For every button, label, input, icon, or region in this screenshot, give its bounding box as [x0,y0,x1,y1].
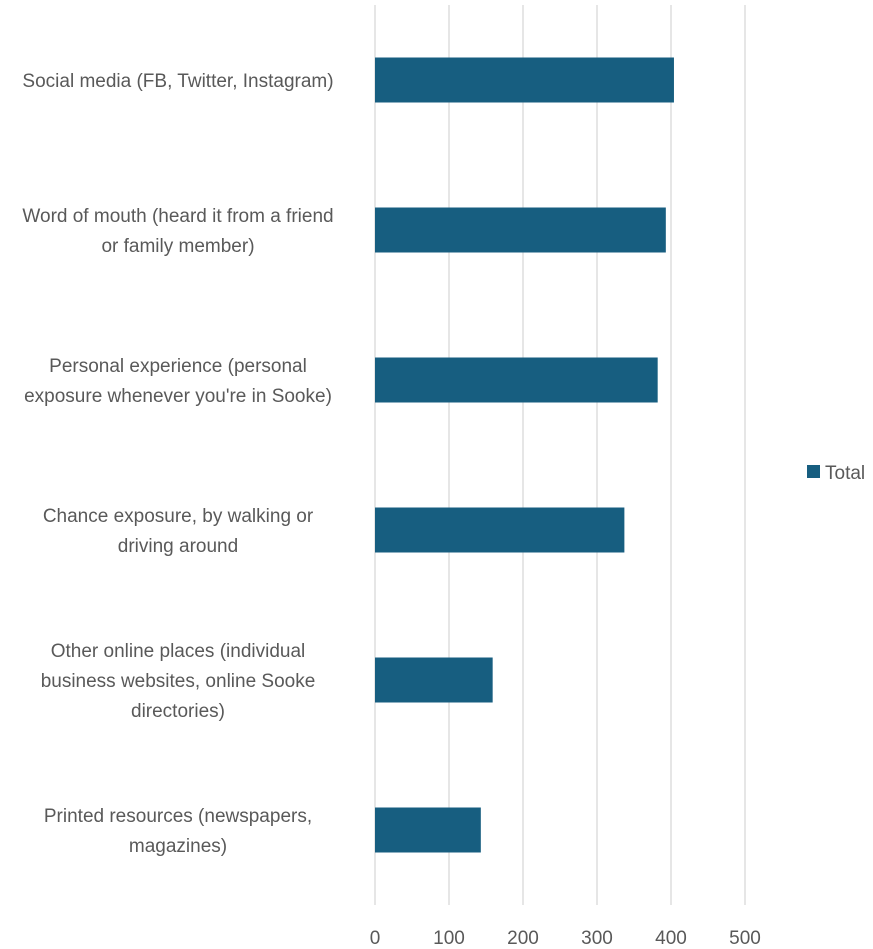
category-label-line: Social media (FB, Twitter, Instagram) [22,71,333,92]
x-tick-label: 200 [507,928,539,949]
category-label-line: magazines) [129,836,227,857]
category-labels: Social media (FB, Twitter, Instagram) Wor… [22,71,333,857]
category-label: Social media (FB, Twitter, Instagram) [22,71,333,92]
x-tick-label: 500 [729,928,761,949]
bar [375,207,666,253]
category-label-line: business websites, online Sooke [41,671,316,692]
category-label-line: Other online places (individual [51,641,306,662]
category-label-line: Word of mouth (heard it from a friend [22,206,333,227]
category-label-line: directories) [131,701,225,722]
category-label-line: Printed resources (newspapers, [44,806,312,827]
bar [375,357,658,403]
x-tick-label: 400 [655,928,687,949]
category-label: Chance exposure, by walking or driving ar… [43,506,314,557]
legend-swatch [807,465,820,478]
bar [375,57,674,103]
category-label-line: Personal experience (personal [49,356,307,377]
category-label-line: exposure whenever you're in Sooke) [24,386,332,407]
category-label-line: Chance exposure, by walking or [43,506,314,527]
category-label-line: or family member) [101,236,254,257]
x-tick-label: 300 [581,928,613,949]
x-axis-tick-labels: 0 100 200 300 400 500 [370,928,761,949]
bar [375,657,493,703]
category-label-line: driving around [118,536,238,557]
category-label: Printed resources (newspapers, magazines) [44,806,312,857]
legend: Total [807,463,865,484]
bar [375,807,481,853]
x-tick-label: 100 [433,928,465,949]
category-label: Personal experience (personal exposure wh… [24,356,332,407]
category-label: Word of mouth (heard it from a friend or … [22,206,333,257]
bar [375,507,625,553]
gridlines [374,5,746,905]
bars [375,57,674,853]
category-label: Other online places (individual business … [41,641,316,722]
legend-label-total: Total [825,463,865,484]
x-tick-label: 0 [370,928,381,949]
